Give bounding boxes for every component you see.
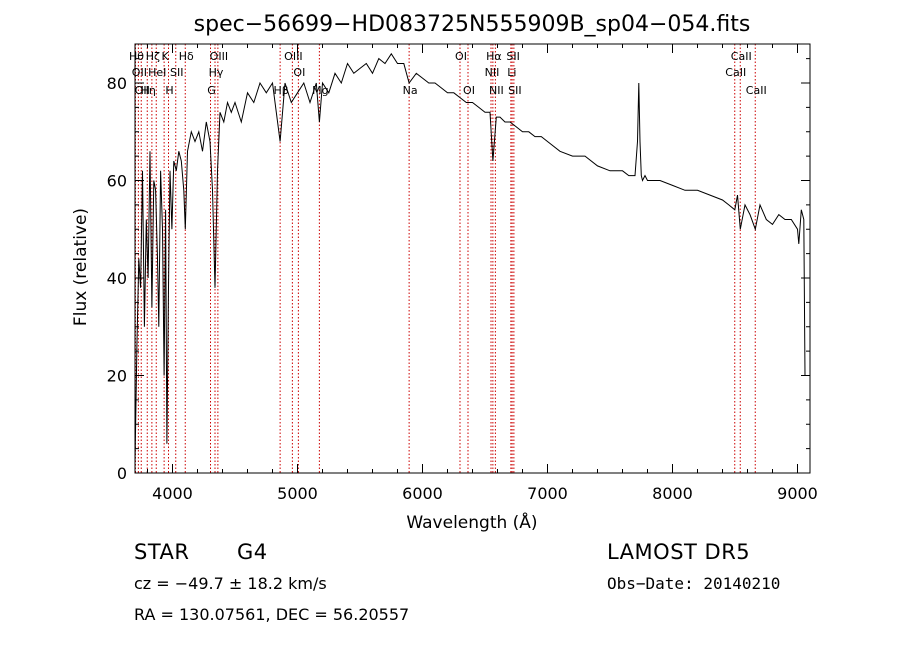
survey-name: LAMOST DR5 <box>607 540 751 564</box>
x-tick-label: 6000 <box>402 484 443 503</box>
spectral-line-markers <box>135 44 756 473</box>
spectrum-chart: spec−56699−HD083725N555909B_sp04−054.fit… <box>71 12 818 533</box>
observation-date: Obs−Date: 20140210 <box>607 574 781 593</box>
line-marker-label: Hγ <box>209 66 224 79</box>
x-tick-label: 8000 <box>652 484 693 503</box>
line-marker-label: SII <box>170 66 183 79</box>
line-marker-label: OI <box>463 84 475 97</box>
y-axis-ticks: 0 20 40 60 80 <box>107 58 810 483</box>
spectrum-line <box>134 52 806 464</box>
plot-frame <box>134 43 811 474</box>
line-marker-label: Hζ <box>146 50 160 63</box>
y-axis-title: Flux (relative) <box>71 208 91 326</box>
line-marker-label: OII <box>135 84 150 97</box>
line-marker-label: CaII <box>725 66 746 79</box>
line-marker-label: Li <box>507 66 516 79</box>
x-tick-label: 7000 <box>527 484 568 503</box>
y-tick-label: 0 <box>117 464 127 483</box>
object-subclass: G4 <box>237 540 268 564</box>
line-marker-label: HeI <box>148 66 166 79</box>
line-marker-label: CaII <box>746 84 767 97</box>
x-tick-label: 9000 <box>777 484 818 503</box>
line-marker-label: OIII <box>284 50 302 63</box>
line-marker-label: Mg <box>312 84 328 97</box>
line-marker-label: Hα <box>486 50 502 63</box>
y-tick-label: 40 <box>107 269 127 288</box>
y-tick-label: 20 <box>107 367 127 386</box>
line-marker-label: OIII <box>210 50 228 63</box>
x-tick-label: 4000 <box>152 484 193 503</box>
line-marker-label: Hδ <box>179 50 194 63</box>
line-marker-label: SII <box>506 50 519 63</box>
line-marker-label: G <box>207 84 216 97</box>
line-marker-label: NII <box>489 84 504 97</box>
line-marker-label: OII <box>132 66 147 79</box>
line-marker-label: CaII <box>731 50 752 63</box>
x-axis-ticks: 4000 5000 6000 7000 8000 9000 <box>147 44 818 503</box>
chart-title: spec−56699−HD083725N555909B_sp04−054.fit… <box>194 12 751 37</box>
line-marker-label: Hη <box>141 84 156 97</box>
line-marker-label: Hθ <box>129 50 144 63</box>
x-axis-title: Wavelength (Å) <box>406 511 537 533</box>
line-marker-label: OI <box>293 66 305 79</box>
line-marker-label: SII <box>508 84 521 97</box>
line-marker-label: H <box>165 84 173 97</box>
y-tick-label: 80 <box>107 74 127 93</box>
x-tick-label: 5000 <box>277 484 318 503</box>
object-class: STAR <box>134 540 190 564</box>
line-marker-label: K <box>162 50 170 63</box>
velocity-readout: cz = −49.7 ± 18.2 km/s <box>134 574 327 593</box>
line-marker-label: NII <box>485 66 500 79</box>
line-marker-label: OI <box>455 50 467 63</box>
coordinates-readout: RA = 130.07561, DEC = 56.20557 <box>134 605 410 624</box>
line-marker-label: Hβ <box>273 84 288 97</box>
line-marker-label: Na <box>403 84 418 97</box>
y-tick-label: 60 <box>107 172 127 191</box>
